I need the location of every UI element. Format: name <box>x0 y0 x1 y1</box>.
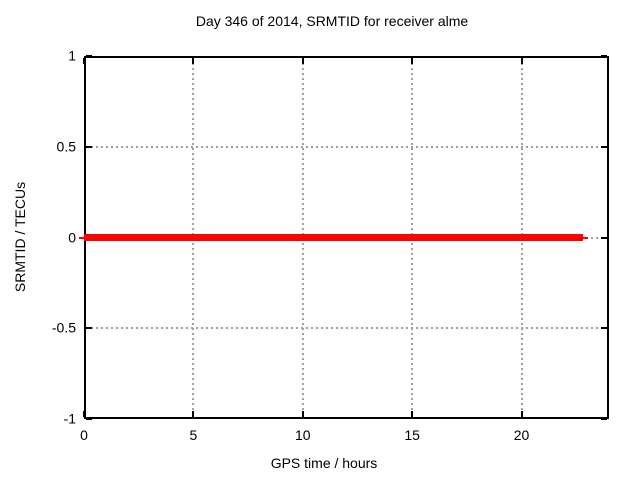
y-tick-mark <box>86 327 92 330</box>
x-tick-mark <box>192 411 195 417</box>
series-zero-tick-overhang <box>79 236 84 239</box>
y-gridline <box>86 327 607 330</box>
x-tick-mark <box>520 58 523 64</box>
y-tick-mark <box>86 145 92 148</box>
y-tick-mark <box>601 418 607 420</box>
x-tick-mark <box>411 58 414 64</box>
x-tick-label: 5 <box>189 427 198 443</box>
y-tick-label: -1 <box>63 410 76 427</box>
y-gridline <box>86 145 607 148</box>
y-tick-label: 0.5 <box>56 138 76 155</box>
x-tick-label: 15 <box>404 427 420 443</box>
x-tick-mark <box>83 411 85 417</box>
series-line-tail <box>582 236 589 239</box>
x-tick-mark <box>301 58 304 64</box>
y-tick-mark <box>86 418 92 420</box>
series-line <box>84 234 583 241</box>
y-tick-label: 1 <box>68 47 76 64</box>
x-tick-label: 10 <box>294 427 311 443</box>
x-tick-mark <box>411 411 414 417</box>
x-tick-mark <box>192 58 195 64</box>
x-tick-mark <box>301 411 304 417</box>
x-tick-mark <box>520 411 523 417</box>
plot-area: 0 5 10 15 20 -1 -0.5 0 0.5 1 <box>52 48 609 443</box>
y-tick-mark <box>601 236 607 239</box>
x-tick-mark <box>83 58 85 64</box>
y-tick-mark <box>601 327 607 330</box>
y-tick-mark <box>601 145 607 148</box>
x-axis-title: GPS time / hours <box>270 455 378 471</box>
y-tick-mark <box>601 55 607 57</box>
y-tick-mark <box>86 55 92 57</box>
y-tick-label: 0 <box>68 229 76 245</box>
y-tick-label: -0.5 <box>51 319 76 336</box>
chart-title: Day 346 of 2014, SRMTID for receiver alm… <box>195 13 469 29</box>
x-tick-label: 20 <box>513 427 530 443</box>
x-tick-label: 0 <box>80 427 88 443</box>
